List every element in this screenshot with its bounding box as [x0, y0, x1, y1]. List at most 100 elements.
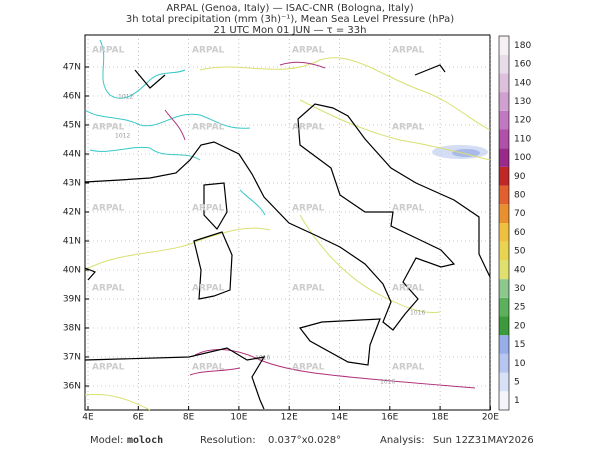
colorbar-label: 5: [514, 377, 520, 387]
lon-label: 6E: [133, 413, 145, 423]
colorbar-label: 110: [514, 134, 531, 144]
lon-label: 20E: [482, 413, 499, 423]
title-line-2: 3h total precipitation (mm (3h)⁻¹), Mean…: [126, 14, 454, 25]
lat-label: 39N: [63, 295, 81, 305]
watermark: ARPAL: [92, 46, 125, 56]
footer-resolution-label: Resolution:: [200, 435, 256, 446]
colorbar-swatch: [499, 279, 509, 298]
watermark: ARPAL: [92, 363, 125, 373]
colorbar-swatch: [499, 223, 509, 242]
colorbar-label: 70: [514, 209, 526, 219]
footer-analysis-label: Analysis:: [380, 435, 425, 446]
lat-label: 46N: [63, 92, 81, 102]
colorbar-label: 90: [514, 172, 526, 182]
colorbar-swatch: [499, 129, 509, 149]
lon-label: 18E: [432, 413, 449, 423]
isobar-label: 1016: [410, 310, 425, 317]
colorbar-label: 120: [514, 116, 531, 126]
colorbar-label: 180: [514, 41, 531, 51]
isobars: 1012 1012 1016 1016 1016: [84, 39, 491, 411]
colorbar-swatch: [499, 297, 509, 317]
lat-label: 40N: [63, 266, 81, 276]
axes: 47N 46N 45N 44N 43N 42N 41N 40N 39N 38N 37N 36N 4E 6E…: [63, 63, 499, 423]
colorbar-label: 100: [514, 153, 531, 163]
isobar-label: 1012: [118, 94, 133, 101]
colorbar-swatch: [499, 185, 509, 205]
colorbar: 1510152025304050607080901001101201301401…: [498, 35, 531, 411]
watermark: ARPAL: [392, 284, 425, 294]
colorbar-label: 15: [514, 340, 525, 350]
watermark: ARPAL: [292, 284, 325, 294]
watermark: ARPAL: [292, 46, 325, 56]
watermark: ARPAL: [92, 123, 125, 133]
lat-label: 47N: [63, 63, 81, 73]
watermark: ARPAL: [192, 123, 225, 133]
watermark: ARPAL: [92, 204, 125, 214]
graticule: [85, 35, 491, 410]
watermark: ARPAL: [392, 46, 425, 56]
watermark: ARPAL: [192, 46, 225, 56]
watermark: ARPAL: [292, 123, 325, 133]
watermark: ARPAL: [392, 363, 425, 373]
lat-label: 42N: [63, 208, 81, 218]
colorbar-label: 160: [514, 60, 531, 70]
lat-label: 37N: [63, 353, 81, 363]
watermark: ARPAL: [292, 204, 325, 214]
footer-model-label: Model:: [90, 435, 123, 446]
colorbar-swatch: [499, 92, 509, 111]
title-line-3: 21 UTC Mon 01 JUN — τ = 33h: [214, 25, 367, 36]
colorbar-label: 140: [514, 78, 531, 88]
lat-label: 44N: [63, 150, 81, 160]
colorbar-label: 20: [514, 321, 526, 331]
colorbar-swatch: [499, 260, 509, 280]
lat-label: 43N: [63, 179, 81, 189]
colorbar-label: 1: [514, 396, 520, 406]
lat-label: 45N: [63, 121, 81, 131]
colorbar-swatch: [499, 241, 509, 261]
lat-label: 36N: [63, 382, 81, 392]
colorbar-swatch: [499, 372, 509, 392]
isobar-label: 1016: [380, 379, 395, 386]
colorbar-swatch: [499, 353, 509, 373]
colorbar-label: 40: [514, 265, 526, 275]
lon-label: 14E: [331, 413, 348, 423]
colorbar-swatch: [499, 204, 509, 223]
colorbar-swatch: [499, 36, 509, 55]
colorbar-swatch: [499, 148, 509, 167]
colorbar-swatch: [499, 335, 509, 354]
colorbar-label: 130: [514, 97, 531, 107]
watermark: ARPAL: [192, 284, 225, 294]
footer-resolution: 0.037°x0.028°: [268, 435, 341, 446]
title-line-1: ARPAL (Genoa, Italy) — ISAC-CNR (Bologna…: [166, 3, 413, 14]
lat-label: 41N: [63, 237, 81, 247]
lon-label: 16E: [381, 413, 398, 423]
colorbar-label: 25: [514, 303, 525, 313]
colorbar-label: 80: [514, 190, 526, 200]
watermark: ARPAL: [292, 363, 325, 373]
lon-label: 4E: [82, 413, 94, 423]
watermark: ARPAL: [192, 204, 225, 214]
colorbar-swatch: [499, 73, 509, 93]
watermark: ARPAL: [192, 363, 225, 373]
colorbar-label: 30: [514, 284, 526, 294]
colorbar-frame: [498, 35, 510, 411]
isobar-label: 1012: [115, 133, 130, 140]
footer-model: moloch: [127, 435, 163, 446]
colorbar-label: 60: [514, 228, 526, 238]
watermark: ARPAL: [392, 123, 425, 133]
coastlines: [84, 64, 491, 410]
watermarks: ARPAL ARPAL ARPAL ARPAL ARPAL ARPAL ARPAL ARPAL…: [92, 46, 425, 373]
colorbar-swatch: [499, 316, 509, 336]
colorbar-swatch: [499, 54, 509, 74]
watermark: ARPAL: [392, 204, 425, 214]
lon-label: 8E: [183, 413, 195, 423]
colorbar-label: 50: [514, 247, 526, 257]
colorbar-swatch: [499, 110, 509, 130]
precip-area: [432, 145, 488, 159]
map-frame: [84, 34, 491, 411]
footer-analysis: Sun 12Z31MAY2026: [433, 435, 534, 446]
colorbar-label: 10: [514, 359, 526, 369]
lon-label: 10E: [230, 413, 247, 423]
lat-label: 38N: [63, 324, 81, 334]
